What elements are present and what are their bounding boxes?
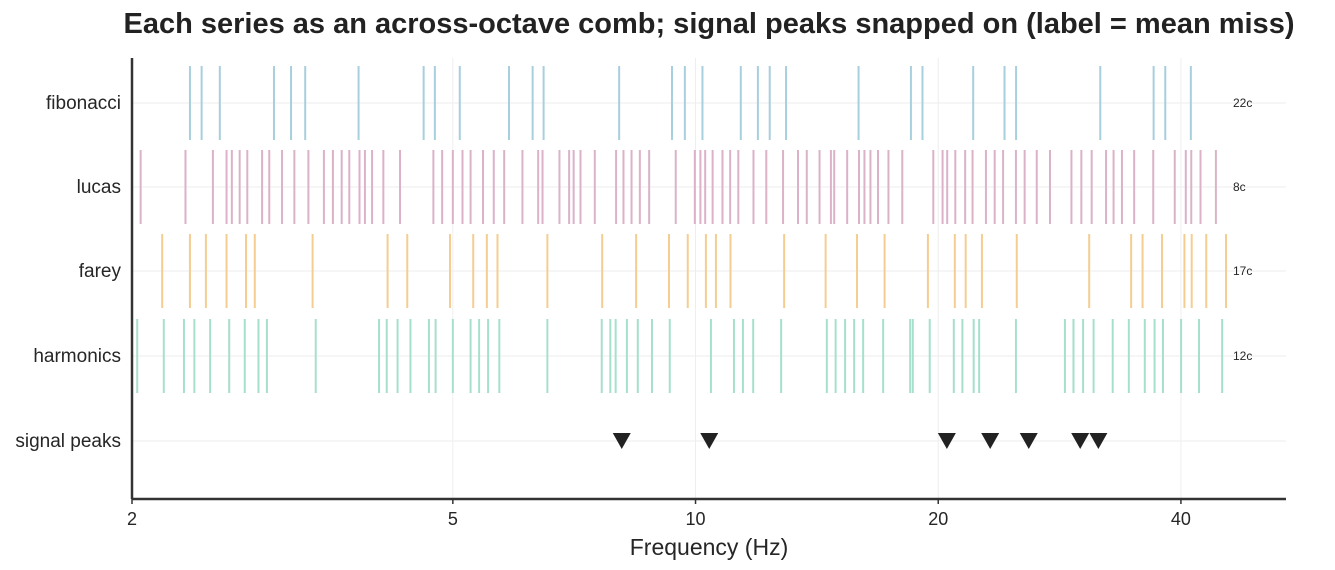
category-label-fibonacci: fibonacci	[46, 93, 121, 114]
x-tick-label-1: 5	[448, 509, 458, 529]
signal-peak-4	[1019, 433, 1038, 449]
series-harmonics	[136, 319, 1224, 393]
mean-miss-label-harmonics: 12c	[1233, 349, 1252, 363]
signal-peak-5	[1071, 433, 1090, 449]
category-label-signal-peaks: signal peaks	[15, 431, 121, 452]
category-label-farey: farey	[79, 261, 122, 282]
x-ticks: 2 5 10 20 40	[127, 499, 1191, 529]
category-label-lucas: lucas	[77, 177, 121, 198]
x-tick-label-2: 10	[686, 509, 706, 529]
mean-miss-label-farey: 17c	[1233, 264, 1252, 278]
signal-peak-1	[700, 433, 719, 449]
x-axis-label: Frequency (Hz)	[630, 534, 788, 560]
plot-marks	[136, 66, 1228, 449]
mean-miss-label-fibonacci: 22c	[1233, 96, 1252, 110]
signal-peak-3	[981, 433, 1000, 449]
x-tick-label-3: 20	[928, 509, 948, 529]
category-labels: fibonacci lucas farey harmonics signal peaks	[15, 93, 121, 452]
mean-miss-label-lucas: 8c	[1233, 180, 1246, 194]
signal-peak-2	[937, 433, 956, 449]
mean-miss-labels: 22c 8c 17c 12c	[1233, 96, 1252, 363]
series-fibonacci	[188, 66, 1192, 140]
signal-peak-0	[612, 433, 631, 449]
chart-title: Each series as an across-octave comb; si…	[124, 8, 1295, 40]
x-tick-label-4: 40	[1171, 509, 1191, 529]
series-lucas	[139, 150, 1217, 224]
signal-peak-6	[1089, 433, 1108, 449]
x-tick-label-0: 2	[127, 509, 137, 529]
series-farey	[161, 234, 1228, 308]
series-signal-peaks	[612, 433, 1108, 449]
category-label-harmonics: harmonics	[33, 346, 121, 367]
